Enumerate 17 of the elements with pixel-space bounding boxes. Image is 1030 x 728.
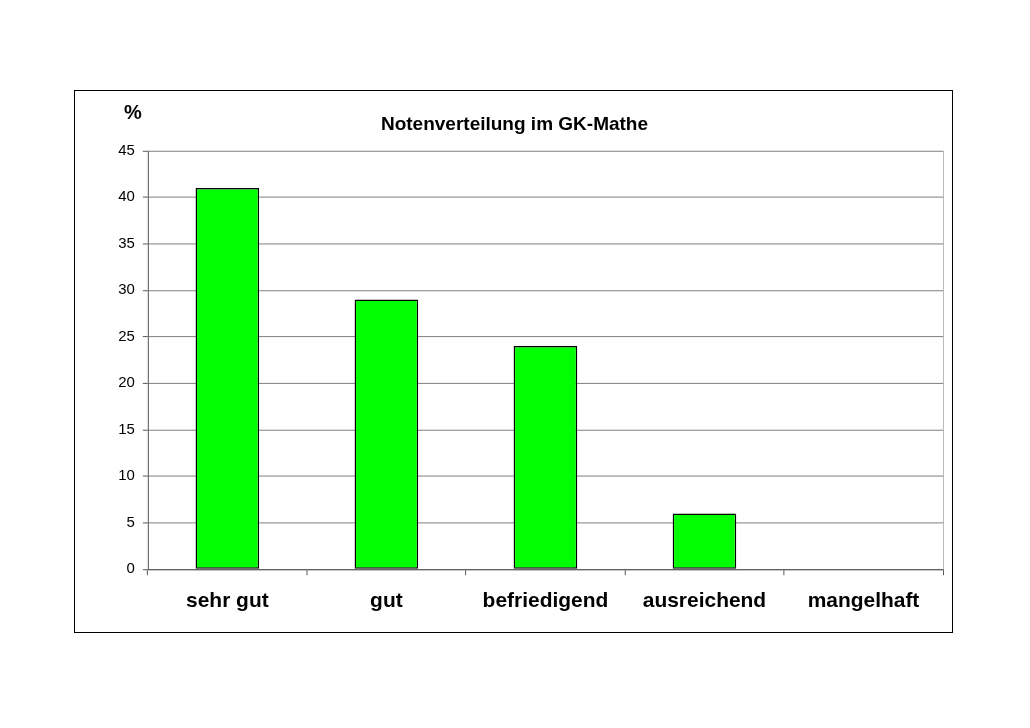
y-tick-label: 0	[126, 559, 135, 577]
y-axis-title: %	[124, 101, 142, 123]
y-tick-label: 20	[118, 373, 135, 391]
x-tick-label: sehr gut	[186, 588, 269, 612]
y-tick-label: 5	[126, 512, 135, 530]
y-tick-label: 45	[118, 140, 135, 158]
y-tick-label: 15	[118, 419, 135, 437]
x-tick-label: befriedigend	[482, 588, 609, 612]
x-tick-label: ausreichend	[642, 588, 767, 612]
y-tick-label: 35	[118, 233, 135, 251]
y-tick-label: 25	[118, 326, 135, 344]
y-tick-label: 40	[118, 187, 135, 205]
y-tick-label: 10	[118, 466, 135, 484]
x-tick-label: gut	[370, 588, 403, 612]
y-tick-label: 30	[118, 280, 135, 298]
x-tick-label: mangelhaft	[807, 588, 920, 612]
chart-title: Notenverteilung im GK-Mathe	[380, 113, 649, 134]
